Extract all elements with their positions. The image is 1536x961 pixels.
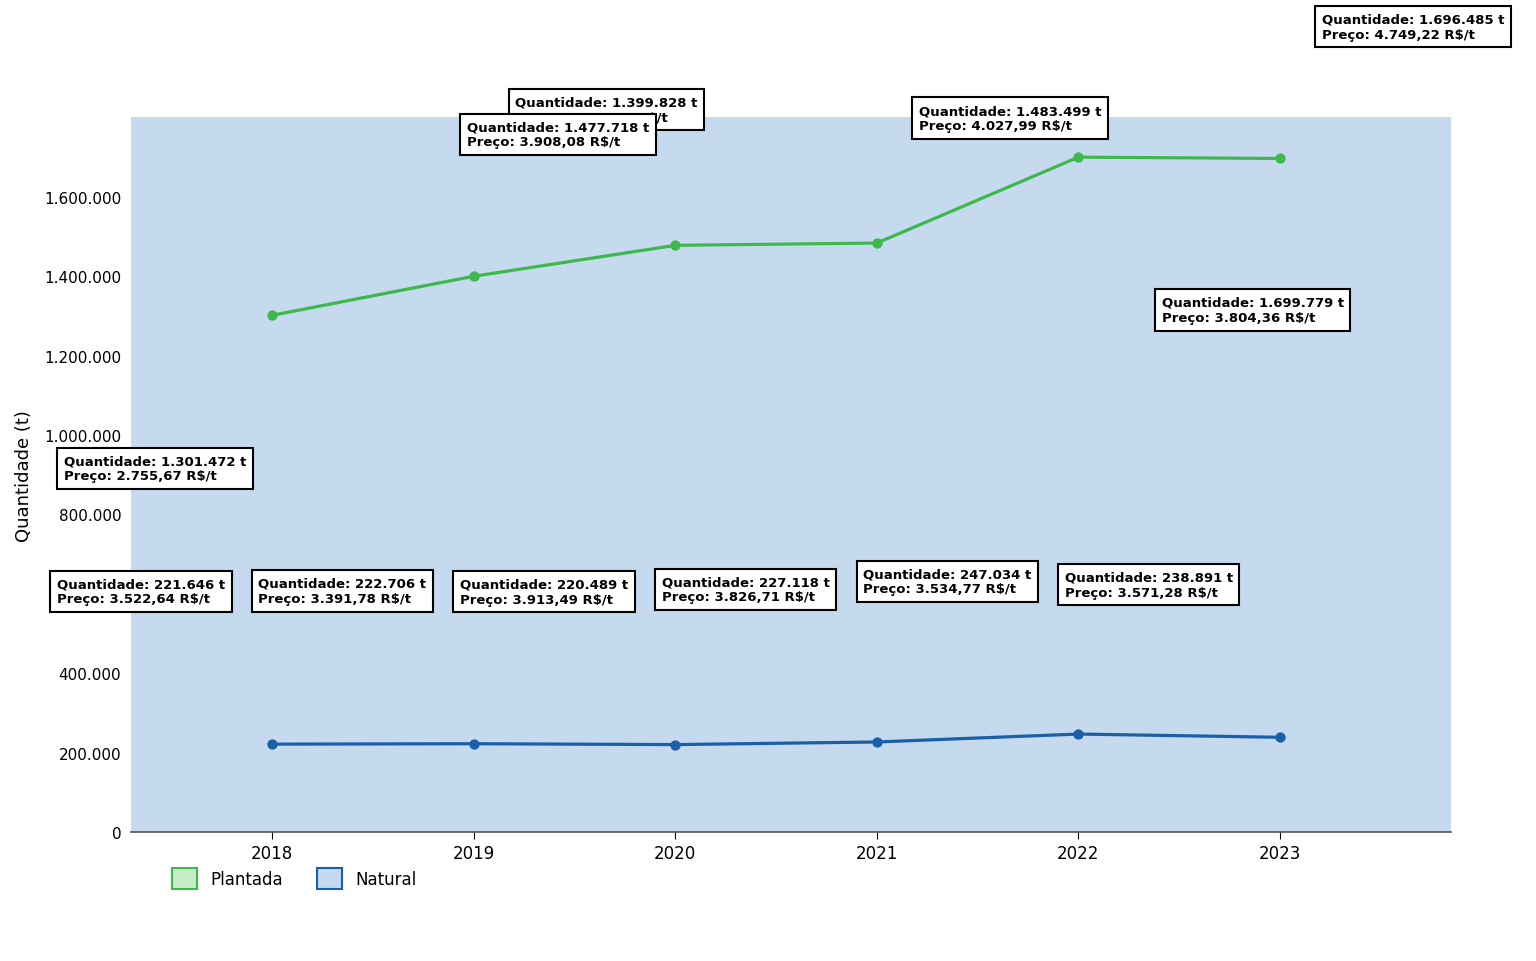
Y-axis label: Quantidade (t): Quantidade (t) [15,409,32,541]
Text: Quantidade: 1.301.472 t
Preço: 2.755,67 R$/t: Quantidade: 1.301.472 t Preço: 2.755,67 … [65,455,246,482]
Point [865,236,889,252]
Point [260,737,284,752]
Point [865,734,889,750]
Point [461,269,485,284]
Point [1267,729,1292,745]
Text: Quantidade: 1.477.718 t
Preço: 3.908,08 R$/t: Quantidade: 1.477.718 t Preço: 3.908,08 … [467,121,650,149]
Text: Quantidade: 1.483.499 t
Preço: 4.027,99 R$/t: Quantidade: 1.483.499 t Preço: 4.027,99 … [919,105,1101,133]
Point [1267,152,1292,167]
Point [664,737,688,752]
Text: Quantidade: 221.646 t
Preço: 3.522,64 R$/t: Quantidade: 221.646 t Preço: 3.522,64 R$… [57,578,224,605]
Point [865,236,889,252]
Point [461,269,485,284]
Text: Quantidade: 227.118 t
Preço: 3.826,71 R$/t: Quantidade: 227.118 t Preço: 3.826,71 R$… [662,576,829,604]
Text: Quantidade: 247.034 t
Preço: 3.534,77 R$/t: Quantidade: 247.034 t Preço: 3.534,77 R$… [863,568,1031,596]
Point [260,308,284,324]
Point [664,238,688,254]
Point [1066,150,1091,165]
Point [865,734,889,750]
Text: Quantidade: 238.891 t
Preço: 3.571,28 R$/t: Quantidade: 238.891 t Preço: 3.571,28 R$… [1064,571,1233,599]
Point [1066,727,1091,742]
Text: Quantidade: 220.489 t
Preço: 3.913,49 R$/t: Quantidade: 220.489 t Preço: 3.913,49 R$… [459,579,628,606]
Text: Quantidade: 1.699.779 t
Preço: 3.804,36 R$/t: Quantidade: 1.699.779 t Preço: 3.804,36 … [1161,297,1344,325]
Text: Quantidade: 1.696.485 t
Preço: 4.749,22 R$/t: Quantidade: 1.696.485 t Preço: 4.749,22 … [1321,13,1504,41]
Point [664,238,688,254]
Text: Quantidade: 1.399.828 t
Preço: 2.773,91 R$/t: Quantidade: 1.399.828 t Preço: 2.773,91 … [516,96,697,125]
Point [461,736,485,752]
Point [1066,727,1091,742]
Legend: Plantada, Natural: Plantada, Natural [166,862,422,896]
Point [1066,150,1091,165]
Point [1267,729,1292,745]
Point [260,737,284,752]
Text: Quantidade: 222.706 t
Preço: 3.391,78 R$/t: Quantidade: 222.706 t Preço: 3.391,78 R$… [258,578,427,605]
Point [664,737,688,752]
Point [461,736,485,752]
Point [260,308,284,324]
Point [1267,152,1292,167]
